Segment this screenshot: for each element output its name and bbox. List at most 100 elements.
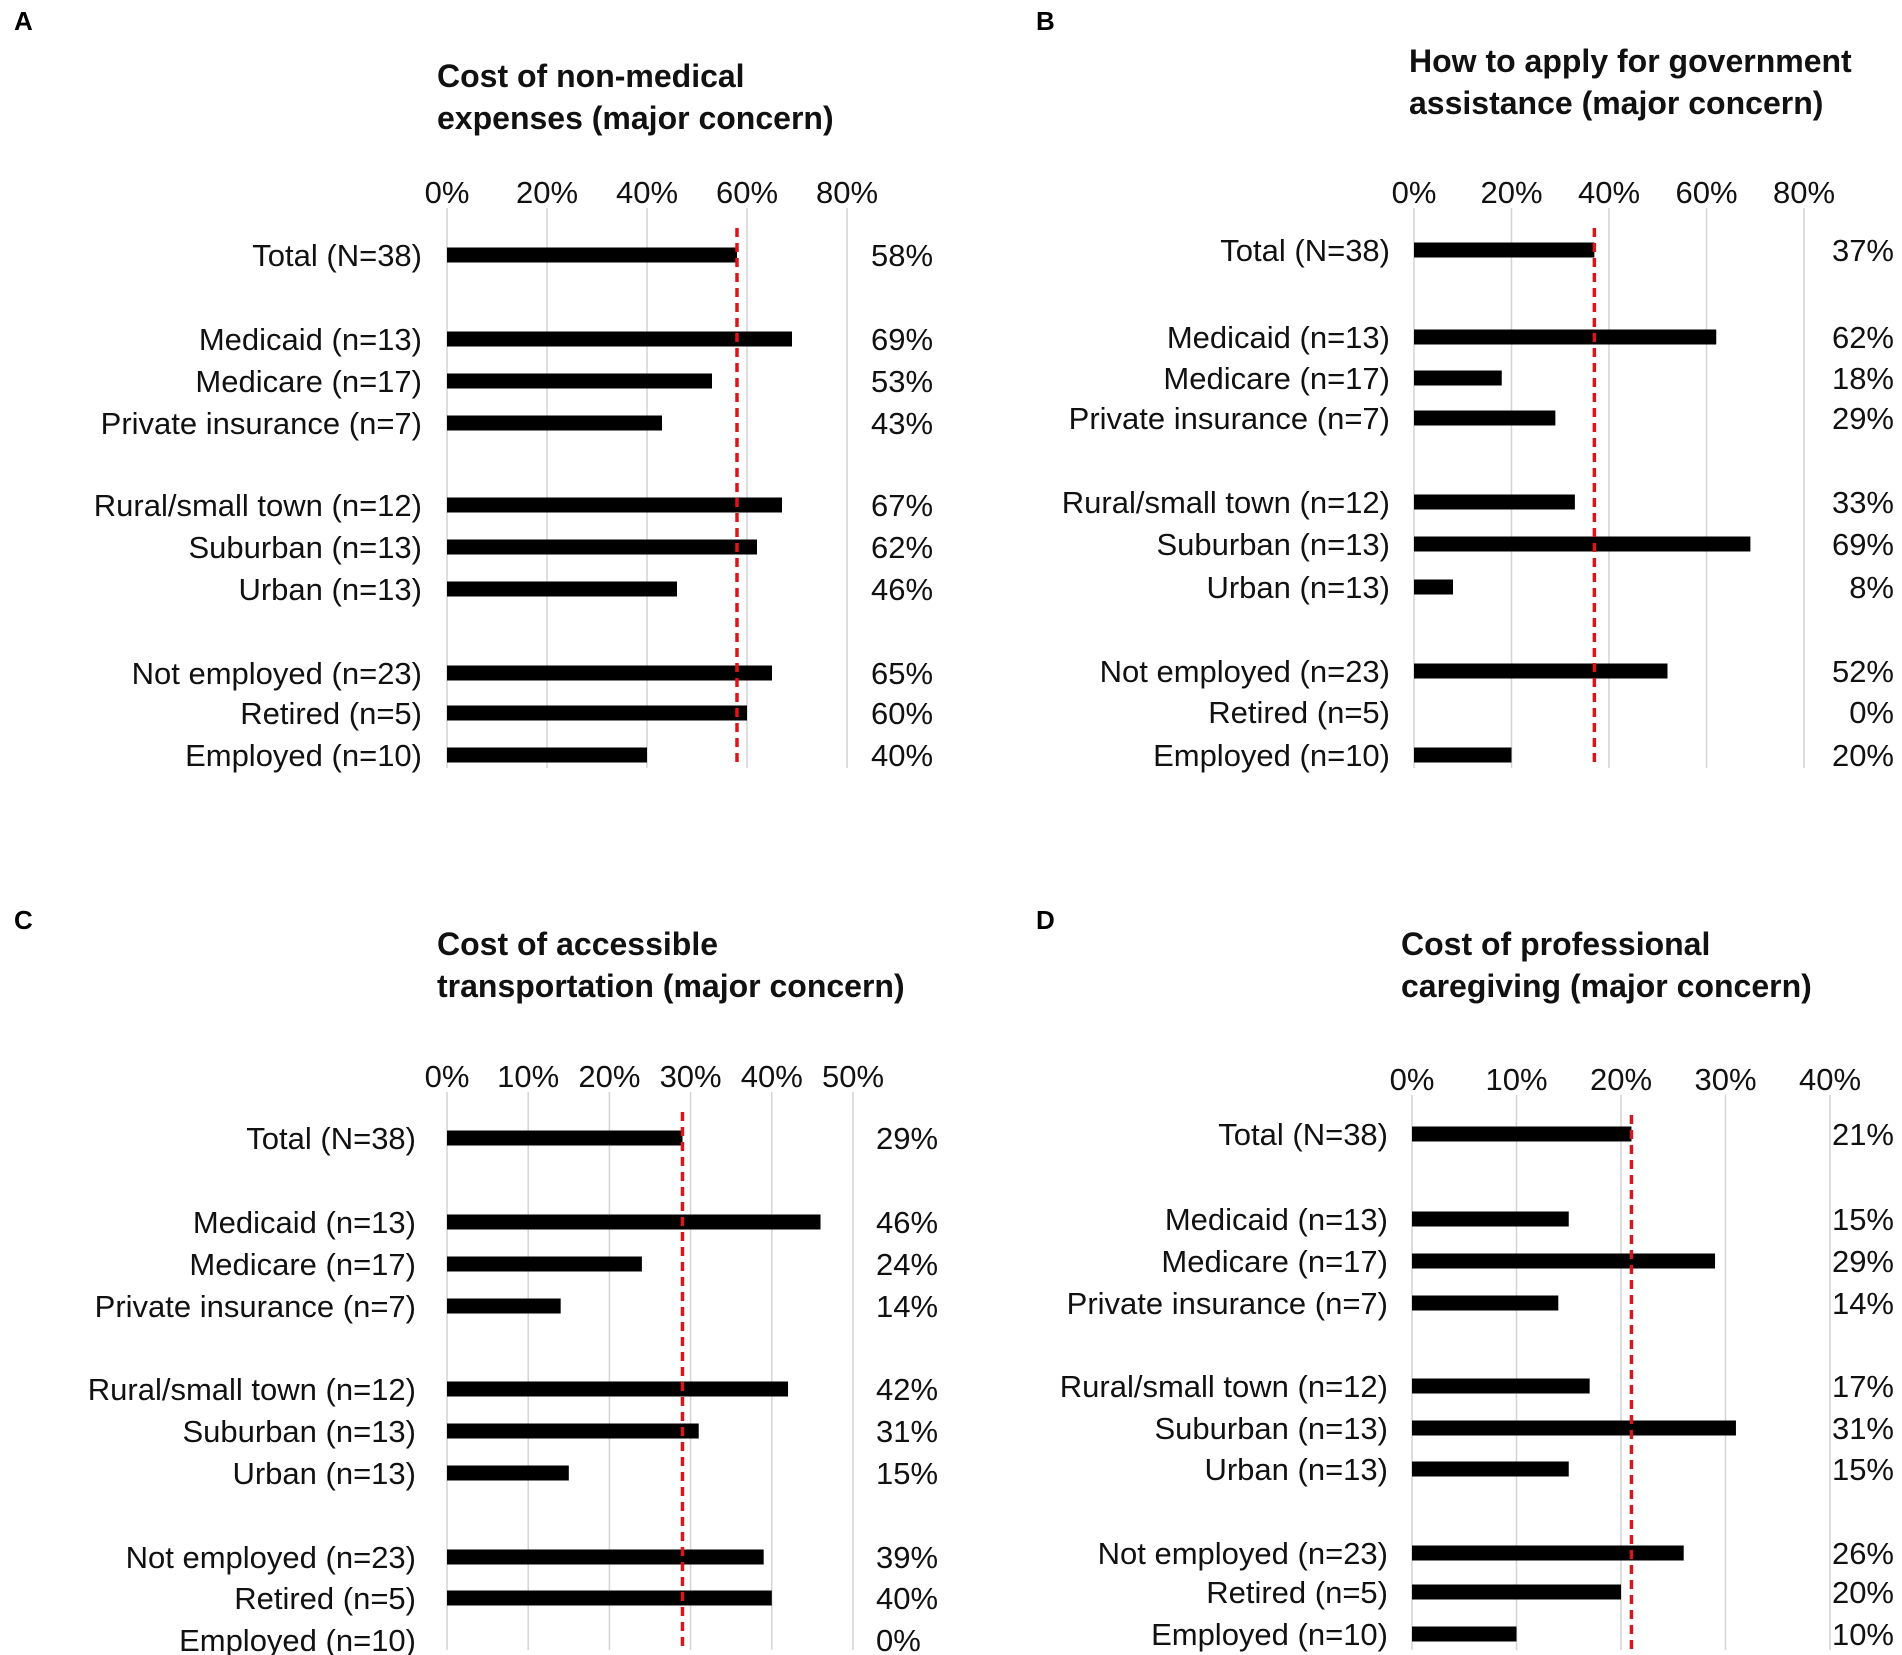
category-label: Medicaid (n=13) <box>1165 1202 1388 1237</box>
bar <box>1412 1211 1569 1227</box>
bar <box>1412 1545 1684 1561</box>
x-tick-label: 60% <box>1675 175 1737 210</box>
bar <box>1414 579 1453 595</box>
chart-title-line: assistance (major concern) <box>1409 85 1823 121</box>
category-label: Medicare (n=17) <box>189 1247 416 1282</box>
panel-letter: A <box>14 6 33 36</box>
category-label: Not employed (n=23) <box>1100 654 1390 689</box>
data-label: 62% <box>871 530 933 565</box>
data-label: 33% <box>1832 485 1894 520</box>
x-tick-label: 30% <box>1694 1062 1756 1097</box>
bar <box>1412 1626 1517 1642</box>
data-label: 69% <box>871 322 933 357</box>
bar <box>1412 1420 1736 1436</box>
bar <box>447 331 792 347</box>
x-tick-label: 20% <box>1480 175 1542 210</box>
bar <box>1412 1378 1590 1394</box>
category-label: Private insurance (n=7) <box>1069 401 1390 436</box>
data-label: 40% <box>876 1581 938 1616</box>
data-label: 46% <box>876 1205 938 1240</box>
data-label: 65% <box>871 656 933 691</box>
data-label: 46% <box>871 572 933 607</box>
category-label: Total (N=38) <box>252 238 422 273</box>
x-tick-label: 40% <box>1578 175 1640 210</box>
category-label: Suburban (n=13) <box>188 530 422 565</box>
panel-letter: B <box>1036 6 1055 36</box>
category-label: Medicare (n=17) <box>1161 1244 1388 1279</box>
x-tick-label: 60% <box>716 175 778 210</box>
bar <box>447 415 662 431</box>
data-label: 14% <box>1832 1286 1894 1321</box>
category-label: Medicaid (n=13) <box>1167 320 1390 355</box>
category-label: Private insurance (n=7) <box>95 1289 416 1324</box>
data-label: 20% <box>1832 1575 1894 1610</box>
panel-letter: C <box>14 905 33 935</box>
category-label: Retired (n=5) <box>234 1581 416 1616</box>
bar <box>447 539 757 555</box>
data-label: 24% <box>876 1247 938 1282</box>
x-tick-label: 10% <box>497 1059 559 1094</box>
chart-title-line: Cost of professional <box>1401 926 1710 962</box>
x-tick-label: 40% <box>741 1059 803 1094</box>
bar <box>447 1381 789 1397</box>
data-label: 29% <box>1832 401 1894 436</box>
data-label: 42% <box>876 1372 938 1407</box>
bar <box>447 247 737 263</box>
category-label: Private insurance (n=7) <box>101 406 422 441</box>
data-label: 14% <box>876 1289 938 1324</box>
x-tick-label: 0% <box>1390 1062 1435 1097</box>
data-label: 31% <box>876 1414 938 1449</box>
bar <box>447 705 747 721</box>
category-label: Retired (n=5) <box>1208 695 1390 730</box>
panel-c: C Cost of accessible transportation (major… <box>14 905 938 1655</box>
bar <box>447 1590 772 1606</box>
data-label: 60% <box>871 696 933 731</box>
bar <box>1414 370 1502 386</box>
data-label: 31% <box>1832 1411 1894 1446</box>
bar <box>1414 663 1668 679</box>
x-tick-label: 0% <box>1392 175 1437 210</box>
data-label: 26% <box>1832 1536 1894 1571</box>
category-label: Urban (n=13) <box>238 572 422 607</box>
category-label: Not employed (n=23) <box>126 1540 416 1575</box>
bar <box>1412 1253 1716 1269</box>
x-tick-label: 20% <box>578 1059 640 1094</box>
chart-title-line: expenses (major concern) <box>437 100 834 136</box>
bar <box>1412 1584 1621 1600</box>
category-label: Urban (n=13) <box>1206 570 1390 605</box>
category-label: Suburban (n=13) <box>182 1414 416 1449</box>
data-label: 69% <box>1832 527 1894 562</box>
bar <box>1412 1295 1559 1311</box>
x-tick-label: 30% <box>660 1059 722 1094</box>
x-tick-label: 20% <box>516 175 578 210</box>
data-label: 15% <box>1832 1202 1894 1237</box>
category-label: Urban (n=13) <box>232 1456 416 1491</box>
data-label: 0% <box>876 1623 921 1655</box>
bar <box>1414 494 1575 510</box>
chart-title-line: How to apply for government <box>1409 43 1852 79</box>
data-label: 29% <box>876 1121 938 1156</box>
category-label: Total (N=38) <box>1220 233 1390 268</box>
category-label: Medicaid (n=13) <box>193 1205 416 1240</box>
chart-title-line: Cost of non-medical <box>437 58 745 94</box>
category-label: Employed (n=10) <box>179 1623 416 1655</box>
data-label: 39% <box>876 1540 938 1575</box>
data-label: 15% <box>1832 1452 1894 1487</box>
category-label: Medicare (n=17) <box>1163 361 1390 396</box>
bar <box>1414 747 1512 763</box>
x-tick-label: 0% <box>425 175 470 210</box>
bar <box>1412 1461 1569 1477</box>
bar <box>447 747 647 763</box>
data-label: 62% <box>1832 320 1894 355</box>
category-label: Medicaid (n=13) <box>199 322 422 357</box>
data-label: 53% <box>871 364 933 399</box>
bar <box>1414 329 1717 345</box>
data-label: 43% <box>871 406 933 441</box>
bar <box>1414 536 1751 552</box>
category-label: Suburban (n=13) <box>1156 527 1390 562</box>
category-label: Rural/small town (n=12) <box>1062 485 1390 520</box>
data-label: 17% <box>1832 1369 1894 1404</box>
data-label: 37% <box>1832 233 1894 268</box>
x-tick-label: 10% <box>1485 1062 1547 1097</box>
